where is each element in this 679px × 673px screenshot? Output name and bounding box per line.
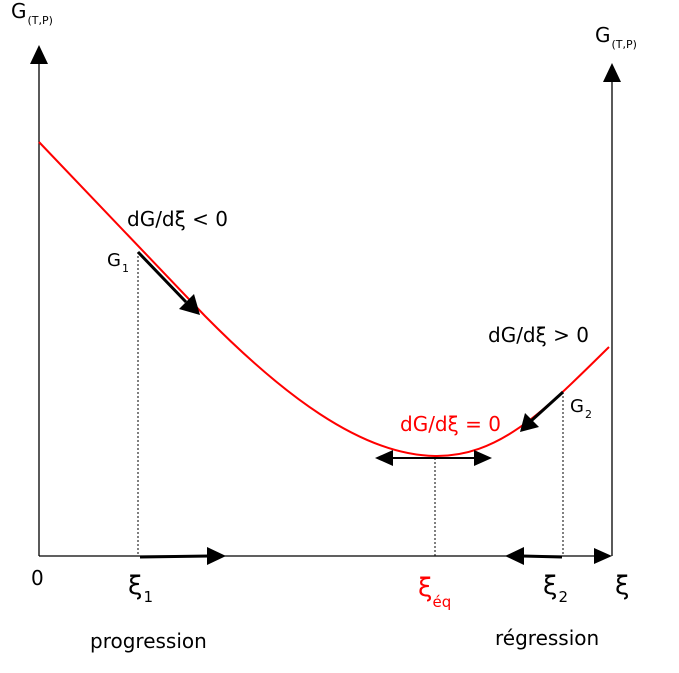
regression-label: régression (495, 626, 599, 650)
left-y-axis-arrow-icon (30, 45, 48, 64)
xi1-label: ξ1 (128, 571, 153, 606)
gibbs-curve (38, 141, 610, 458)
g1-label: G1 (107, 250, 129, 275)
g2-label: G2 (570, 396, 592, 421)
equilibrium-left-arrowhead-icon (375, 450, 393, 466)
x-axis-label: ξ (615, 571, 630, 601)
right-y-axis-label: G(T,P) (595, 23, 637, 51)
progression-arrowhead-icon (207, 547, 226, 565)
right-y-axis-arrow-icon (603, 63, 621, 82)
x-axis-arrow-icon (594, 548, 612, 564)
progression-arrow (139, 554, 211, 559)
g2-tangent-arrow (529, 390, 565, 423)
slope-positive-label: dG/dξ > 0 (488, 323, 589, 347)
progression-label: progression (90, 629, 207, 653)
xi2-label: ξ2 (543, 571, 568, 606)
slope-zero-label: dG/dξ = 0 (400, 412, 501, 436)
equilibrium-right-arrowhead-icon (474, 450, 492, 466)
g2-tangent-arrowhead-icon (520, 413, 539, 432)
regression-arrowhead-icon (505, 547, 524, 565)
regression-arrow (521, 554, 563, 559)
g1-tangent-arrowhead-icon (179, 294, 200, 315)
origin-label: 0 (31, 566, 44, 590)
left-y-axis-label: G(T,P) (11, 0, 53, 27)
xieq-label: ξéq (418, 573, 451, 611)
slope-negative-label: dG/dξ < 0 (127, 207, 228, 231)
g1-tangent-arrow (136, 250, 188, 304)
